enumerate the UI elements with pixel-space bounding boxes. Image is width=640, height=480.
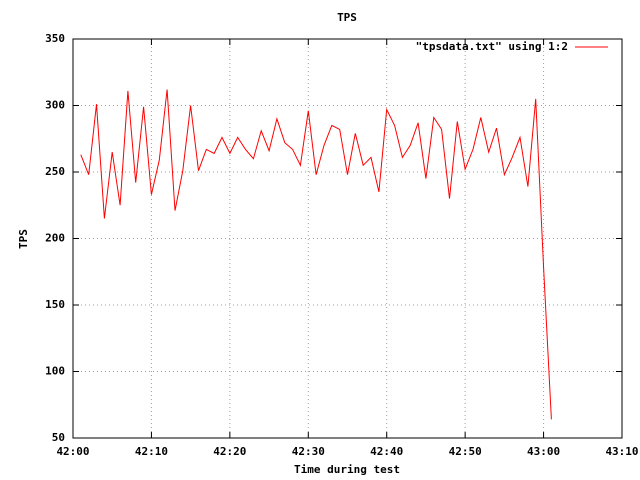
y-tick-label: 300: [45, 99, 65, 112]
x-tick-label: 42:30: [292, 445, 325, 458]
y-axis-label: TPS: [17, 229, 30, 249]
chart-title: TPS: [337, 11, 357, 24]
legend-label: "tpsdata.txt" using 1:2: [416, 40, 568, 53]
x-axis-label: Time during test: [294, 463, 400, 476]
plot-border: [72, 38, 623, 439]
x-tick-label: 42:40: [370, 445, 403, 458]
x-tick-label: 42:20: [213, 445, 246, 458]
x-tick-label: 42:00: [56, 445, 89, 458]
y-tick-label: 150: [45, 298, 65, 311]
x-tick-label: 43:10: [605, 445, 638, 458]
x-tick-label: 42:10: [135, 445, 168, 458]
y-tick-label: 50: [52, 431, 65, 444]
y-tick-label: 100: [45, 365, 65, 378]
data-line: [80, 89, 552, 420]
y-tick-label: 200: [45, 232, 65, 245]
y-tick-label: 250: [45, 165, 65, 178]
y-tick-label: 350: [45, 32, 65, 45]
x-tick-label: 43:00: [527, 445, 560, 458]
x-tick-label: 42:50: [449, 445, 482, 458]
